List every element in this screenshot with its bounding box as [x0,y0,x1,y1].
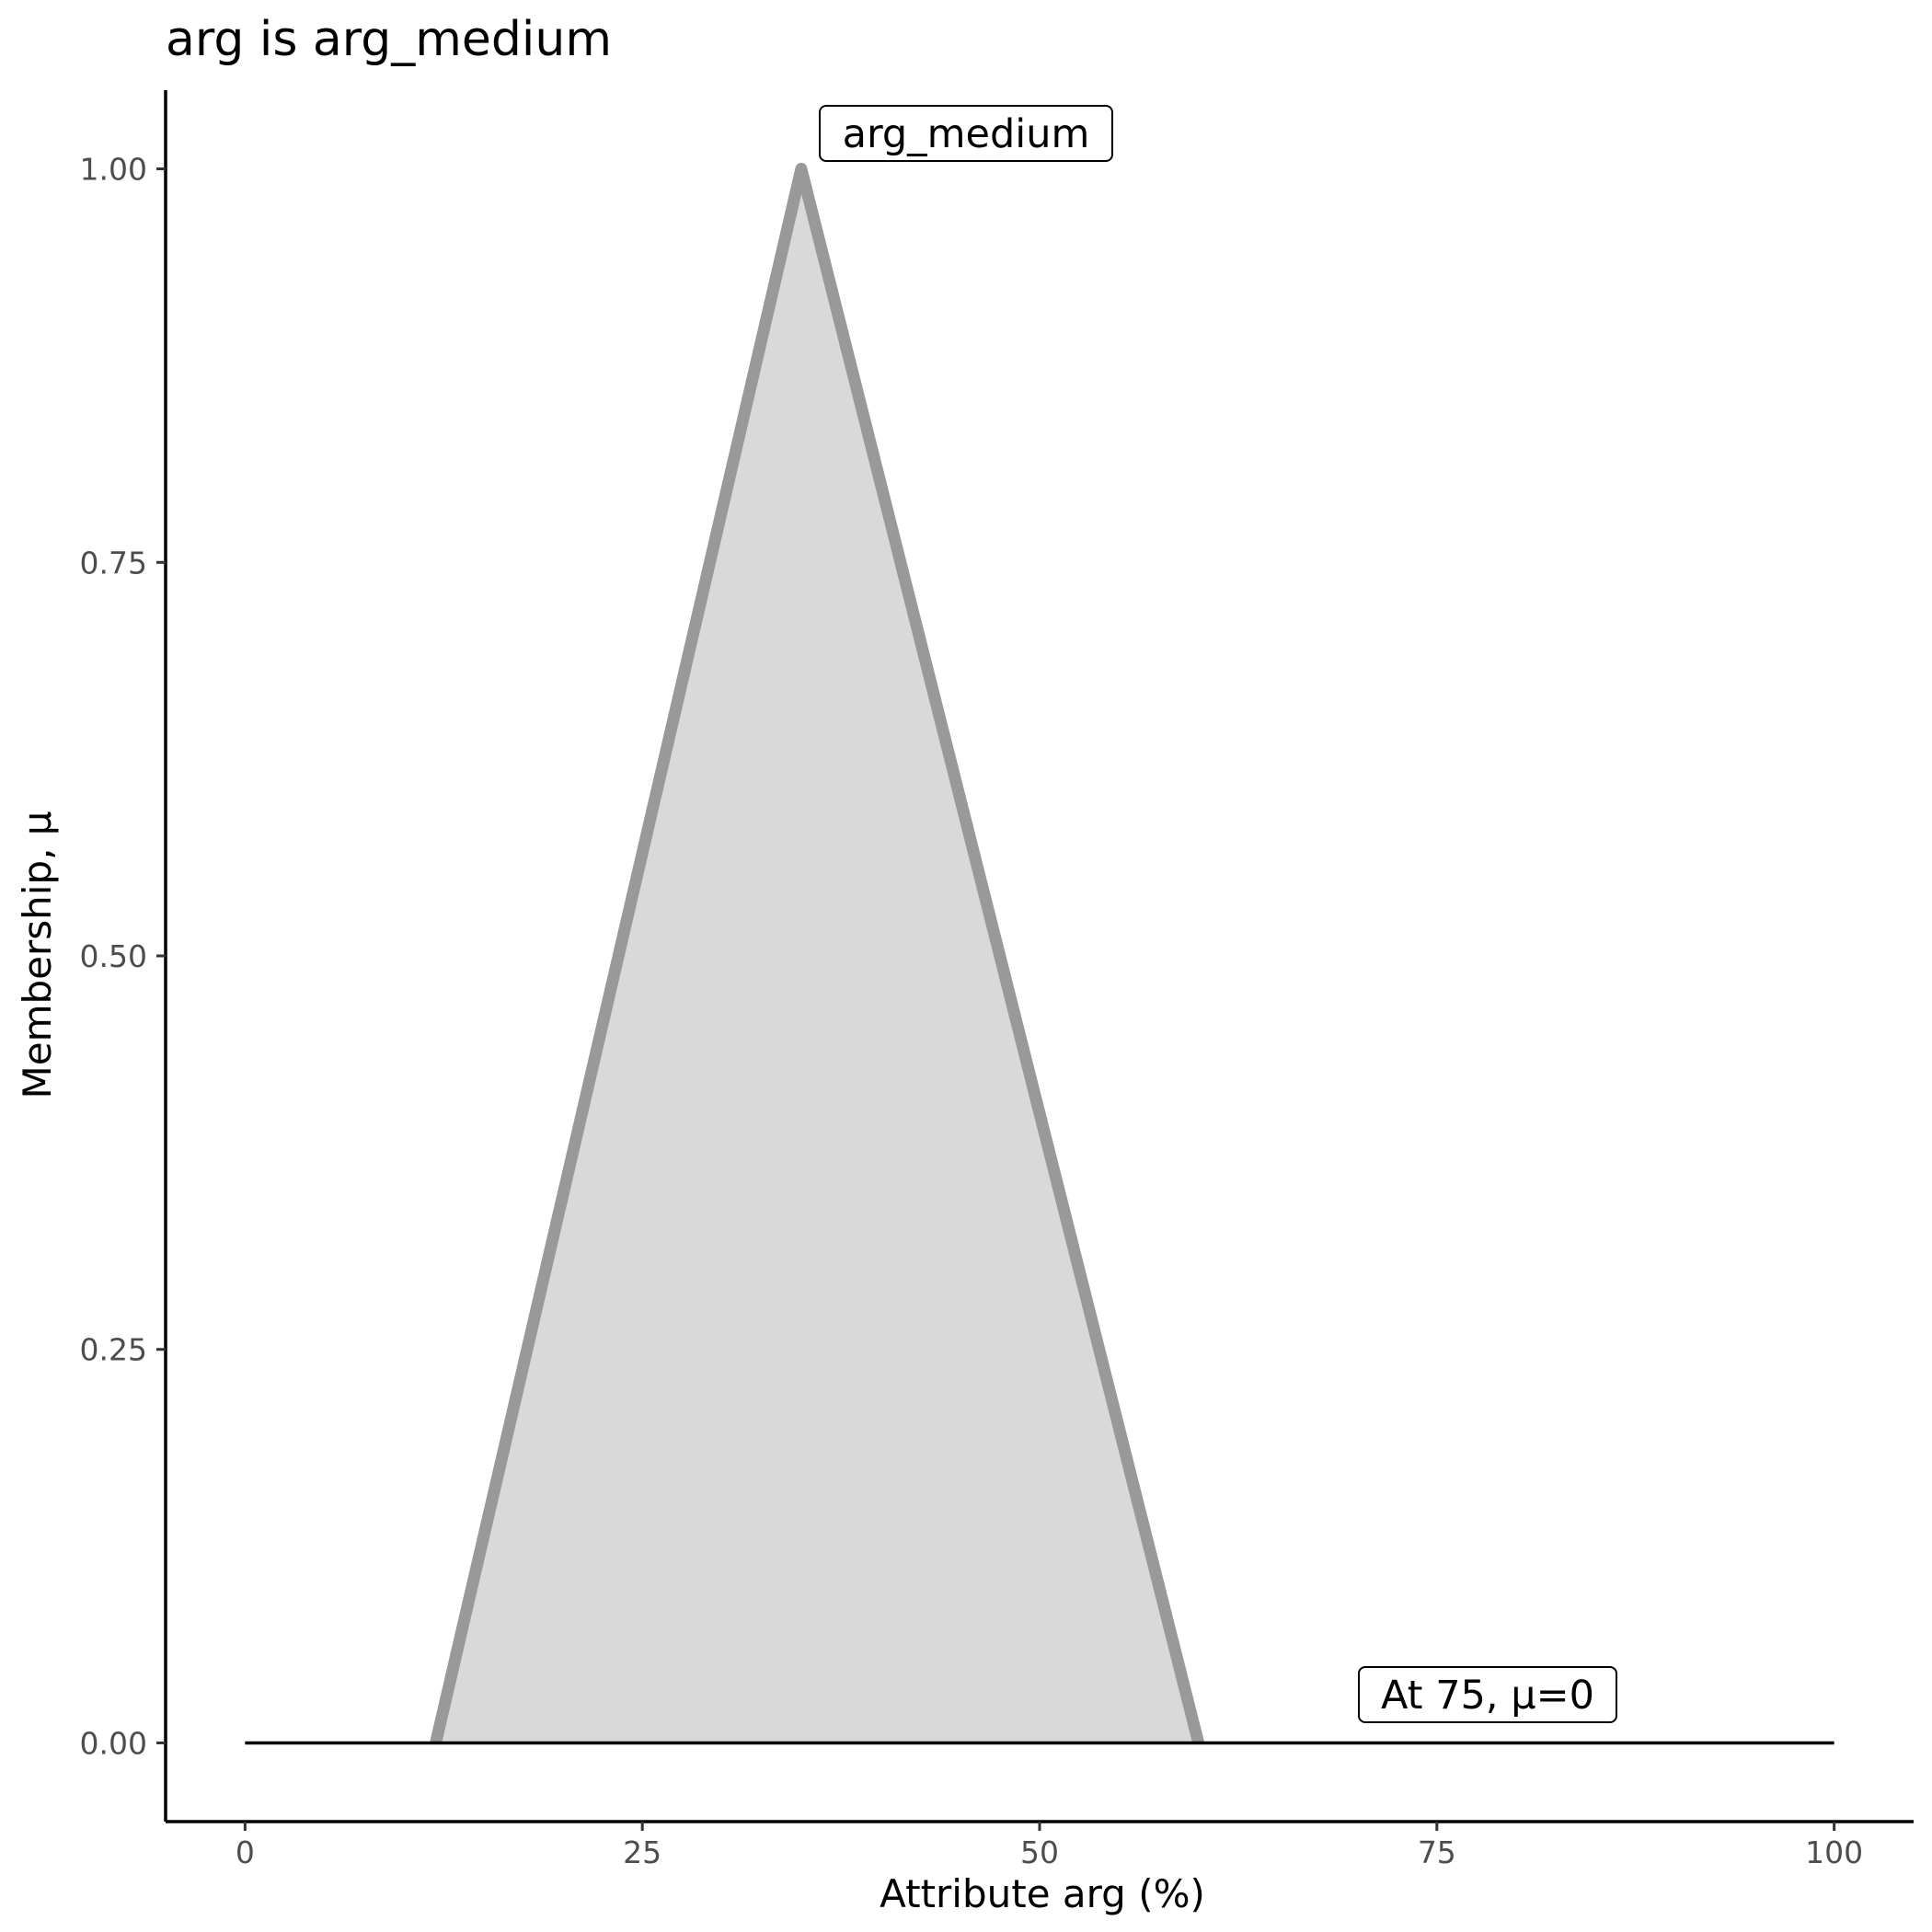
annotation-box [819,105,1113,162]
plot-area [245,163,1834,1745]
x-tick-label: 100 [1805,1834,1863,1870]
annotation-label: arg_medium [819,105,1113,162]
x-tick-label: 0 [236,1834,255,1870]
y-tick-label: 0.00 [80,1725,147,1761]
annotation-text: arg_medium [843,111,1090,157]
chart-title: arg is arg_medium [166,12,612,67]
membership-line-0 [430,163,1205,1745]
y-axis-title: Membership, μ [15,811,60,1098]
x-tick-label: 25 [623,1834,661,1870]
y-tick-label: 0.75 [80,545,147,581]
x-tick-label: 75 [1418,1834,1456,1870]
annotations: arg_medium At 75, μ=0 [819,105,1617,1723]
y-tick-label: 0.50 [80,938,147,974]
y-axis: 0.00 0.25 0.50 0.75 1.00 [80,90,167,1822]
membership-area-0 [435,168,1199,1743]
annotation-box [1358,1666,1617,1723]
annotation-label: At 75, μ=0 [1358,1666,1617,1723]
x-axis-title: Attribute arg (%) [880,1871,1205,1916]
annotation-text: At 75, μ=0 [1381,1673,1594,1719]
y-tick-label: 0.25 [80,1332,147,1368]
x-tick-label: 50 [1020,1834,1059,1870]
y-tick-label: 1.00 [80,152,147,188]
x-axis: 0 25 50 75 100 [166,1820,1914,1870]
